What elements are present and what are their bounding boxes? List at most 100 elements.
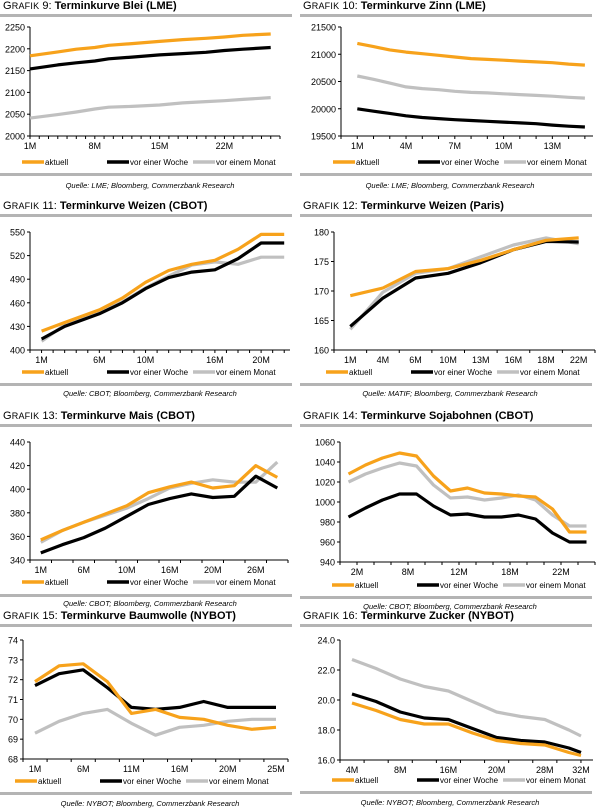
title-rule [300,424,592,427]
series-line-vor-einer-woche [357,107,585,129]
y-tick-label: 21500 [311,23,336,33]
series-line-vor-einer-woche [40,241,285,341]
title-rule [0,624,292,627]
series-line-vor-einem-monat [34,707,276,737]
chart-title-number: 13: [39,410,61,422]
y-tick-label: 20500 [311,77,336,87]
y-tick-label: 1020 [315,478,335,488]
title-rule [0,214,292,217]
legend-label: vor einem Monat [527,158,587,167]
series-line-vor-einer-woche [351,692,582,754]
x-tick-label: 22M [552,567,570,577]
bottom-rule [0,594,292,597]
chart-source: Quelle: MATIF; Bloomberg, Commerzbank Re… [362,389,538,398]
series-line-vor-einem-monat [347,461,587,528]
legend-label: vor einem Monat [520,368,580,377]
chart-source: Quelle: CBOT; Bloomberg, Commerzbank Res… [63,599,237,608]
chart-svg: 340 360 380 400 420 440 1M 6M 10M 16M 20M 26M aktuel… [0,424,292,597]
chart-title-text: Terminkurve Zucker (NYBOT) [360,610,514,622]
x-tick-label: 12M [450,567,468,577]
series-line-vor-einer-woche [29,45,271,71]
y-tick-label: 1060 [315,438,335,448]
chart-source: Quelle: NYBOT; Bloomberg, Commerzbank Re… [360,798,540,807]
x-tick-label: 16M [171,764,189,774]
y-tick-label: 21000 [311,50,336,60]
x-tick-label: 8M [402,567,415,577]
chart-title: GRAFIK 10: Terminkurve Zinn (LME) [303,0,486,12]
x-tick-label: 26M [247,565,265,575]
x-tick-label: 8M [89,141,102,151]
chart-title: GRAFIK 15: Terminkurve Baumwolle (NYBOT) [3,610,236,622]
y-tick-label: 2200 [5,44,25,54]
y-tick-label: 22.0 [317,666,335,676]
chart-svg: 19500 20000 20500 21000 21500 1M 4M 7M 10M 13M akt… [300,14,593,176]
legend-label: aktuell [45,158,68,167]
chart-source: Quelle: NYBOT; Bloomberg, Commerzbank Re… [60,799,240,808]
series-line-vor-einem-monat [40,255,285,343]
chart-panel-12: GRAFIK 12: Terminkurve Weizen (Paris) 160… [300,200,600,402]
chart-title-prefix: GRAFIK [3,410,40,422]
x-tick-label: 16M [161,565,179,575]
series-line-aktuell [34,662,277,731]
x-tick-label: 10M [439,355,457,365]
legend-label: aktuell [349,368,372,377]
y-tick-label: 2250 [5,23,25,33]
y-tick-label: 960 [320,538,335,548]
y-tick-label: 400 [10,346,25,356]
x-tick-label: 6M [77,764,90,774]
series-line-vor-einer-woche [349,239,579,328]
x-tick-label: 10M [118,565,136,575]
legend-label: aktuell [355,776,378,785]
chart-svg: 2000 2050 2100 2150 2200 2250 1M 8M 15M 22M aktuel… [0,14,292,176]
chart-title-text: Terminkurve Mais (CBOT) [60,410,195,422]
legend-label: aktuell [45,578,68,587]
y-tick-label: 165 [314,316,329,326]
series-line-aktuell [356,41,585,67]
x-tick-label: 6M [409,355,422,365]
chart-title-number: 16: [339,610,361,622]
x-tick-label: 20M [488,765,506,775]
chart-title: GRAFIK 16: Terminkurve Zucker (NYBOT) [303,610,514,622]
series-line-vor-einem-monat [356,74,585,100]
x-tick-label: 20M [252,355,270,365]
x-tick-label: 1M [351,141,364,151]
chart-source: Quelle: LME; Bloomberg, Commerzbank Rese… [65,181,235,190]
x-tick-label: 20M [204,565,222,575]
x-tick-label: 10M [495,141,513,151]
y-tick-label: 2000 [5,132,25,142]
x-tick-label: 1M [29,764,42,774]
chart-title: GRAFIK 9: Terminkurve Blei (LME) [3,0,177,12]
chart-svg: 160 165 170 175 180 1M 4M 6M 10M 13M 16M 18M 22M aktu… [300,214,596,386]
chart-source: Quelle: CBOT; Bloomberg, Commerzbank Res… [363,602,537,611]
x-tick-label: 25M [267,764,285,774]
legend-label: vor einer Woche [441,158,500,167]
series-line-aktuell [41,232,285,333]
series-line-vor-einem-monat [349,236,579,331]
series-line-vor-einer-woche [34,668,276,712]
legend-label: vor einem Monat [216,368,276,377]
y-tick-label: 170 [314,287,329,297]
chart-panel-16: GRAFIK 16: Terminkurve Zucker (NYBOT) 16.… [300,610,600,812]
legend-label: vor einer Woche [123,777,182,786]
y-tick-label: 180 [314,228,329,238]
legend-label: aktuell [45,368,68,377]
chart-title-number: 14: [339,410,361,422]
y-tick-label: 550 [10,228,25,238]
series-line-vor-einer-woche [40,474,279,555]
y-tick-label: 420 [10,461,25,471]
chart-source: Quelle: CBOT; Bloomberg, Commerzbank Res… [63,389,237,398]
series-line-vor-einem-monat [29,96,271,120]
x-tick-label: 4M [346,765,359,775]
title-rule [300,14,592,17]
chart-title-prefix: GRAFIK [3,0,40,12]
legend-label: vor einer Woche [440,776,499,785]
legend-label: vor einem Monat [526,776,586,785]
y-tick-label: 20.0 [317,696,335,706]
series-line-aktuell [29,32,271,58]
chart-panel-15: GRAFIK 15: Terminkurve Baumwolle (NYBOT)… [0,610,300,812]
chart-title-prefix: GRAFIK [303,410,340,422]
chart-svg: 68 69 70 71 72 73 74 1M 6M 11M 16M 20M 25M aktuell vor… [0,624,292,795]
chart-title-text: Terminkurve Weizen (Paris) [360,200,504,212]
x-tick-label: 8M [394,765,407,775]
y-tick-label: 175 [314,257,329,267]
